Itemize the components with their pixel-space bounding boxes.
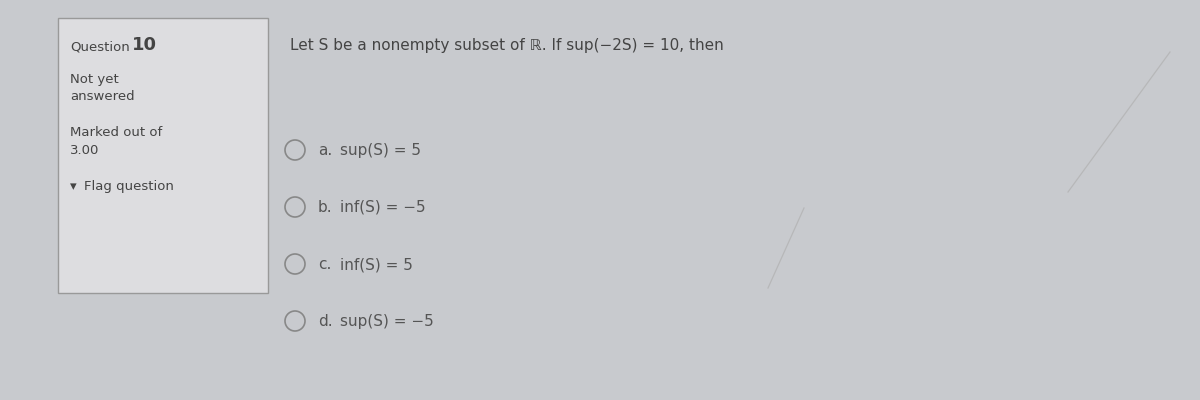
Text: 10: 10 [132,36,157,54]
Text: Question: Question [70,40,130,53]
Text: Not yet: Not yet [70,73,119,86]
Text: inf(S) = −5: inf(S) = −5 [340,200,426,215]
Text: sup(S) = −5: sup(S) = −5 [340,314,433,329]
Text: sup(S) = 5: sup(S) = 5 [340,143,421,158]
Text: c.: c. [318,257,331,272]
Text: d.: d. [318,314,332,329]
Text: 3.00: 3.00 [70,144,100,157]
Text: inf(S) = 5: inf(S) = 5 [340,257,413,272]
Text: b.: b. [318,200,332,215]
Bar [58,18,268,293]
Text: answered: answered [70,90,134,103]
Text: Let S be a nonempty subset of ℝ. If sup(−2S) = 10, then: Let S be a nonempty subset of ℝ. If sup(… [290,38,724,53]
Text: Flag question: Flag question [84,180,174,193]
Text: ▾: ▾ [70,180,77,193]
Text: a.: a. [318,143,332,158]
Text: Marked out of: Marked out of [70,126,162,139]
